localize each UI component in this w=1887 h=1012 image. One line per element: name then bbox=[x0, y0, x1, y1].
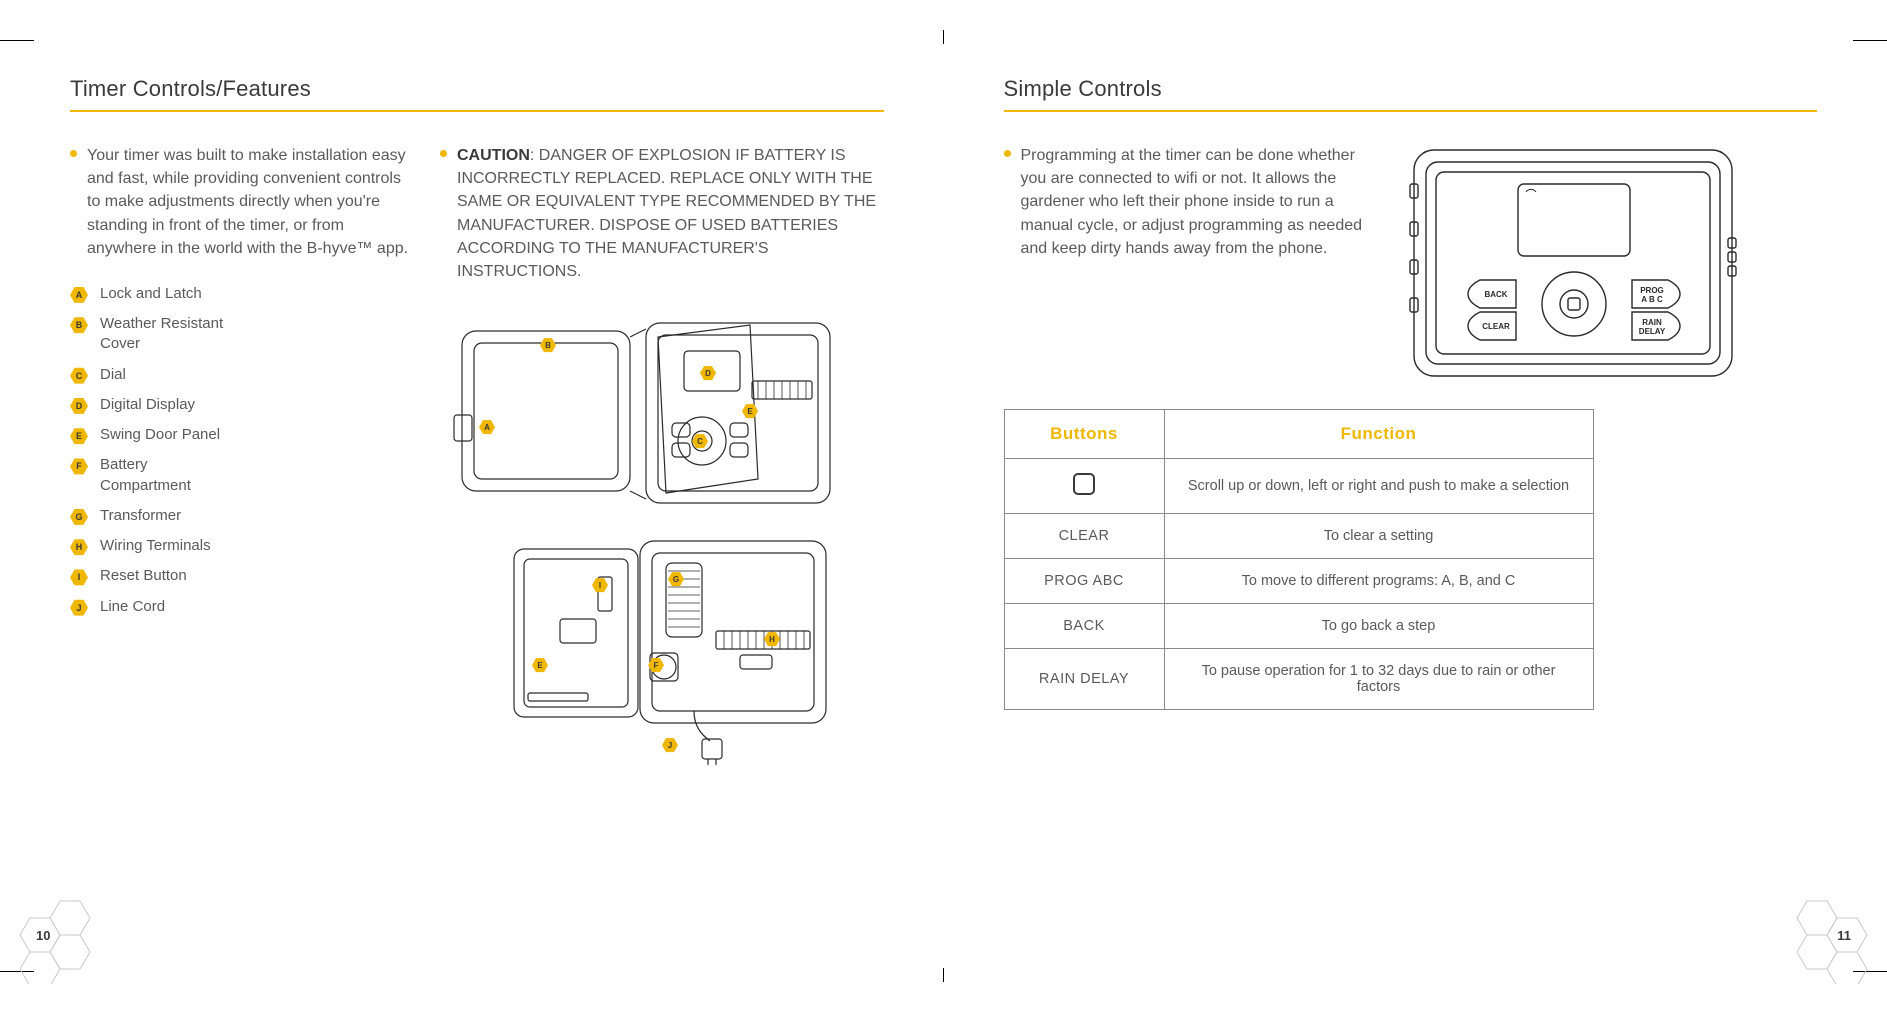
dial-icon bbox=[1073, 473, 1095, 495]
legend-label: Weather Resistant Cover bbox=[100, 314, 240, 355]
page-number-right-text: 11 bbox=[1837, 928, 1851, 943]
diagram-timer-inside: EFGHIJ bbox=[440, 527, 840, 767]
device-btn-rain2: DELAY bbox=[1638, 327, 1665, 336]
intro-bullet-right: Programming at the timer can be done whe… bbox=[1004, 144, 1384, 260]
legend-label: Transformer bbox=[100, 506, 181, 526]
legend-item: G Transformer bbox=[70, 506, 410, 526]
section-title-right: Simple Controls bbox=[1004, 76, 1818, 112]
function-table: Buttons Function Scroll up or down, left… bbox=[1004, 409, 1594, 710]
legend-label: Battery Compartment bbox=[100, 455, 240, 496]
page-right: Simple Controls Programming at the timer… bbox=[944, 0, 1887, 1012]
table-cell-button: CLEAR bbox=[1004, 514, 1164, 559]
table-cell-button: BACK bbox=[1004, 604, 1164, 649]
bullet-icon bbox=[70, 150, 77, 157]
legend-hex-icon: I bbox=[70, 568, 88, 586]
legend-hex-icon: G bbox=[70, 508, 88, 526]
table-row: Scroll up or down, left or right and pus… bbox=[1004, 459, 1593, 514]
table-cell-function: To go back a step bbox=[1164, 604, 1593, 649]
table-cell-function: Scroll up or down, left or right and pus… bbox=[1164, 459, 1593, 514]
legend-hex-icon: D bbox=[70, 397, 88, 415]
device-btn-prog: PROG bbox=[1640, 286, 1664, 295]
device-btn-prog2: A B C bbox=[1641, 295, 1663, 304]
table-row: PROG ABCTo move to different programs: A… bbox=[1004, 559, 1593, 604]
legend-item: D Digital Display bbox=[70, 395, 410, 415]
table-row: RAIN DELAYTo pause operation for 1 to 32… bbox=[1004, 649, 1593, 710]
section-title-left: Timer Controls/Features bbox=[70, 76, 884, 112]
page-number-left-text: 10 bbox=[36, 928, 50, 943]
table-header-function: Function bbox=[1164, 410, 1593, 459]
page-number-right: 11 bbox=[1777, 894, 1877, 984]
legend-hex-icon: F bbox=[70, 457, 88, 475]
legend-item: F Battery Compartment bbox=[70, 455, 410, 496]
legend-list: A Lock and Latch B Weather Resistant Cover C… bbox=[70, 284, 410, 617]
timer-inside-svg bbox=[440, 527, 840, 767]
legend-hex-icon: E bbox=[70, 427, 88, 445]
legend-item: J Line Cord bbox=[70, 597, 410, 617]
bullet-icon bbox=[1004, 150, 1011, 157]
table-cell-button: RAIN DELAY bbox=[1004, 649, 1164, 710]
legend-item: A Lock and Latch bbox=[70, 284, 410, 304]
legend-hex-icon: H bbox=[70, 538, 88, 556]
legend-hex-icon: J bbox=[70, 599, 88, 617]
timer-front-svg bbox=[440, 307, 840, 507]
table-row: CLEARTo clear a setting bbox=[1004, 514, 1593, 559]
legend-item: H Wiring Terminals bbox=[70, 536, 410, 556]
intro-bullet: Your timer was built to make installatio… bbox=[70, 144, 410, 260]
diagram-timer-front: ABCDE bbox=[440, 307, 840, 507]
legend-label: Reset Button bbox=[100, 566, 187, 586]
page-left: Timer Controls/Features Your timer was b… bbox=[0, 0, 944, 1012]
legend-item: C Dial bbox=[70, 365, 410, 385]
device-illustration: BACK CLEAR PROG A B C RAIN DELAY bbox=[1408, 144, 1738, 389]
legend-label: Swing Door Panel bbox=[100, 425, 220, 445]
legend-label: Wiring Terminals bbox=[100, 536, 211, 556]
legend-label: Dial bbox=[100, 365, 126, 385]
intro-text: Your timer was built to make installatio… bbox=[87, 144, 410, 260]
table-cell-function: To pause operation for 1 to 32 days due … bbox=[1164, 649, 1593, 710]
page-number-left: 10 bbox=[10, 894, 110, 984]
table-row: BACKTo go back a step bbox=[1004, 604, 1593, 649]
legend-hex-icon: C bbox=[70, 367, 88, 385]
legend-item: I Reset Button bbox=[70, 566, 410, 586]
table-cell-function: To clear a setting bbox=[1164, 514, 1593, 559]
table-cell-function: To move to different programs: A, B, and… bbox=[1164, 559, 1593, 604]
device-btn-back: BACK bbox=[1484, 290, 1507, 299]
legend-item: B Weather Resistant Cover bbox=[70, 314, 410, 355]
table-cell-button bbox=[1004, 459, 1164, 514]
bullet-icon bbox=[440, 150, 447, 157]
legend-label: Lock and Latch bbox=[100, 284, 202, 304]
legend-label: Digital Display bbox=[100, 395, 195, 415]
table-cell-button: PROG ABC bbox=[1004, 559, 1164, 604]
legend-label: Line Cord bbox=[100, 597, 165, 617]
legend-hex-icon: B bbox=[70, 316, 88, 334]
device-btn-clear: CLEAR bbox=[1482, 322, 1510, 331]
caution-bullet: CAUTION: DANGER OF EXPLOSION IF BATTERY … bbox=[440, 144, 884, 283]
legend-item: E Swing Door Panel bbox=[70, 425, 410, 445]
caution-text: CAUTION: DANGER OF EXPLOSION IF BATTERY … bbox=[457, 144, 884, 283]
legend-hex-icon: A bbox=[70, 286, 88, 304]
caution-label: CAUTION bbox=[457, 147, 530, 164]
device-btn-rain: RAIN bbox=[1642, 318, 1662, 327]
intro-text-right: Programming at the timer can be done whe… bbox=[1021, 144, 1384, 260]
caution-body: : DANGER OF EXPLOSION IF BATTERY IS INCO… bbox=[457, 147, 876, 280]
table-header-buttons: Buttons bbox=[1004, 410, 1164, 459]
